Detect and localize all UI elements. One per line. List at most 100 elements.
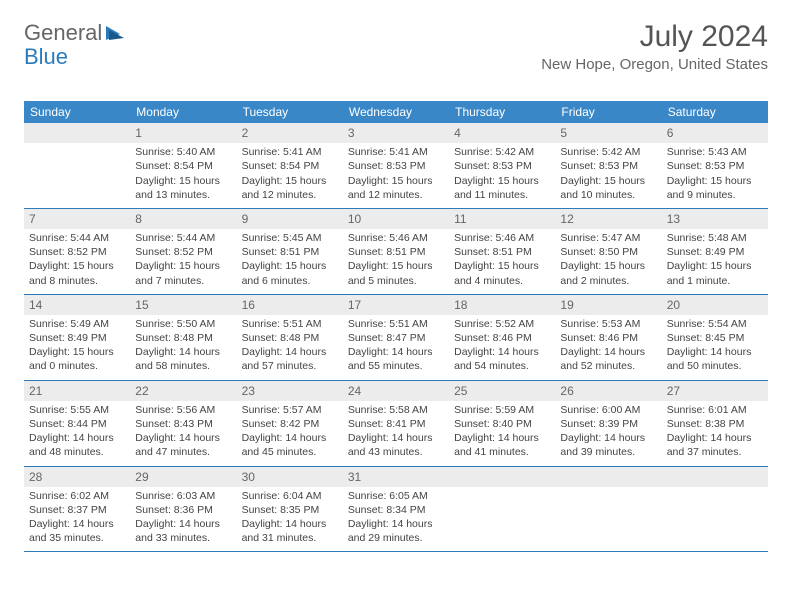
day-number: 27 (662, 381, 768, 401)
day-cell: 17 Sunrise: 5:51 AMSunset: 8:47 PMDayligh… (343, 295, 449, 380)
sunset-line: Sunset: 8:51 PM (454, 245, 550, 259)
daylight-line: Daylight: 15 hours and 10 minutes. (560, 174, 656, 202)
day-number: 6 (662, 123, 768, 143)
daylight-line: Daylight: 14 hours and 48 minutes. (29, 431, 125, 459)
day-cell: 13Sunrise: 5:48 AMSunset: 8:49 PMDayligh… (662, 209, 768, 294)
day-number: 12 (555, 209, 661, 229)
day-number: 29 (130, 467, 236, 487)
sunset-line: Sunset: 8:36 PM (135, 503, 231, 517)
daylight-line: Daylight: 15 hours and 5 minutes. (348, 259, 444, 287)
sunset-line: Sunset: 8:50 PM (560, 245, 656, 259)
day-cell: 11Sunrise: 5:46 AMSunset: 8:51 PMDayligh… (449, 209, 555, 294)
logo-flag-icon (106, 20, 126, 46)
sunset-line: Sunset: 8:51 PM (242, 245, 338, 259)
sunset-line: Sunset: 8:53 PM (560, 159, 656, 173)
daylight-line: Daylight: 14 hours and 29 minutes. (348, 517, 444, 545)
sunrise-line: Sunrise: 6:04 AM (242, 489, 338, 503)
day-number: 3 (343, 123, 449, 143)
daylight-line: Daylight: 14 hours and 50 minutes. (667, 345, 763, 373)
day-number: 7 (24, 209, 130, 229)
day-number: 28 (24, 467, 130, 487)
day-cell: 5 Sunrise: 5:42 AMSunset: 8:53 PMDaylight… (555, 123, 661, 208)
sunset-line: Sunset: 8:54 PM (242, 159, 338, 173)
day-number: 25 (449, 381, 555, 401)
logo-text-general: General (24, 20, 102, 46)
daylight-line: Daylight: 15 hours and 13 minutes. (135, 174, 231, 202)
sunset-line: Sunset: 8:48 PM (135, 331, 231, 345)
daylight-line: Daylight: 15 hours and 1 minute. (667, 259, 763, 287)
sunset-line: Sunset: 8:49 PM (29, 331, 125, 345)
daylight-line: Daylight: 14 hours and 54 minutes. (454, 345, 550, 373)
day-number-empty (24, 123, 130, 143)
sunset-line: Sunset: 8:35 PM (242, 503, 338, 517)
day-number: 17 (343, 295, 449, 315)
sunrise-line: Sunrise: 5:49 AM (29, 317, 125, 331)
week-row: 1Sunrise: 5:40 AMSunset: 8:54 PMDaylight… (24, 123, 768, 209)
location-text: New Hope, Oregon, United States (541, 56, 768, 73)
day-number: 13 (662, 209, 768, 229)
day-number: 26 (555, 381, 661, 401)
day-cell: 10 Sunrise: 5:46 AMSunset: 8:51 PMDayligh… (343, 209, 449, 294)
sunrise-line: Sunrise: 5:56 AM (135, 403, 231, 417)
day-number: 5 (555, 123, 661, 143)
sunrise-line: Sunrise: 5:53 AM (560, 317, 656, 331)
day-cell: 20Sunrise: 5:54 AMSunset: 8:45 PMDayligh… (662, 295, 768, 380)
sunset-line: Sunset: 8:46 PM (454, 331, 550, 345)
day-cell: 31 Sunrise: 6:05 AMSunset: 8:34 PMDayligh… (343, 467, 449, 552)
day-cell: 12Sunrise: 5:47 AMSunset: 8:50 PMDayligh… (555, 209, 661, 294)
day-cell: 29Sunrise: 6:03 AMSunset: 8:36 PMDayligh… (130, 467, 236, 552)
sunrise-line: Sunrise: 5:46 AM (348, 231, 444, 245)
daylight-line: Daylight: 14 hours and 41 minutes. (454, 431, 550, 459)
week-row: 28Sunrise: 6:02 AMSunset: 8:37 PMDayligh… (24, 467, 768, 553)
sunset-line: Sunset: 8:53 PM (348, 159, 444, 173)
sunrise-line: Sunrise: 5:44 AM (135, 231, 231, 245)
day-number: 1 (130, 123, 236, 143)
day-number: 15 (130, 295, 236, 315)
day-number: 4 (449, 123, 555, 143)
day-cell: 1Sunrise: 5:40 AMSunset: 8:54 PMDaylight… (130, 123, 236, 208)
sunset-line: Sunset: 8:53 PM (667, 159, 763, 173)
day-cell: 27Sunrise: 6:01 AMSunset: 8:38 PMDayligh… (662, 381, 768, 466)
sunrise-line: Sunrise: 5:52 AM (454, 317, 550, 331)
sunrise-line: Sunrise: 5:54 AM (667, 317, 763, 331)
day-cell: 3Sunrise: 5:41 AMSunset: 8:53 PMDaylight… (343, 123, 449, 208)
sunrise-line: Sunrise: 6:00 AM (560, 403, 656, 417)
sunset-line: Sunset: 8:41 PM (348, 417, 444, 431)
day-cell: 30Sunrise: 6:04 AMSunset: 8:35 PMDayligh… (237, 467, 343, 552)
day-cell (449, 467, 555, 552)
daylight-line: Daylight: 15 hours and 7 minutes. (135, 259, 231, 287)
sunset-line: Sunset: 8:40 PM (454, 417, 550, 431)
day-number: 2 (237, 123, 343, 143)
title-block: July 2024 New Hope, Oregon, United State… (541, 20, 768, 73)
daylight-line: Daylight: 15 hours and 2 minutes. (560, 259, 656, 287)
daylight-line: Daylight: 15 hours and 9 minutes. (667, 174, 763, 202)
daylight-line: Daylight: 14 hours and 55 minutes. (348, 345, 444, 373)
sunset-line: Sunset: 8:34 PM (348, 503, 444, 517)
weekday-header: Thursday (449, 101, 555, 123)
day-cell: 26Sunrise: 6:00 AMSunset: 8:39 PMDayligh… (555, 381, 661, 466)
sunrise-line: Sunrise: 5:50 AM (135, 317, 231, 331)
sunrise-line: Sunrise: 6:05 AM (348, 489, 444, 503)
sunset-line: Sunset: 8:51 PM (348, 245, 444, 259)
sunset-line: Sunset: 8:53 PM (454, 159, 550, 173)
sunrise-line: Sunrise: 5:46 AM (454, 231, 550, 245)
weeks-container: 1Sunrise: 5:40 AMSunset: 8:54 PMDaylight… (24, 123, 768, 552)
sunrise-line: Sunrise: 5:42 AM (454, 145, 550, 159)
daylight-line: Daylight: 15 hours and 12 minutes. (348, 174, 444, 202)
day-cell: 16Sunrise: 5:51 AMSunset: 8:48 PMDayligh… (237, 295, 343, 380)
day-number: 31 (343, 467, 449, 487)
day-cell: 22Sunrise: 5:56 AMSunset: 8:43 PMDayligh… (130, 381, 236, 466)
day-number: 23 (237, 381, 343, 401)
weekday-header: Monday (130, 101, 236, 123)
day-number: 9 (237, 209, 343, 229)
sunset-line: Sunset: 8:39 PM (560, 417, 656, 431)
sunset-line: Sunset: 8:47 PM (348, 331, 444, 345)
sunrise-line: Sunrise: 5:51 AM (348, 317, 444, 331)
day-cell: 2Sunrise: 5:41 AMSunset: 8:54 PMDaylight… (237, 123, 343, 208)
sunset-line: Sunset: 8:44 PM (29, 417, 125, 431)
day-number: 10 (343, 209, 449, 229)
sunset-line: Sunset: 8:46 PM (560, 331, 656, 345)
day-cell: 15Sunrise: 5:50 AMSunset: 8:48 PMDayligh… (130, 295, 236, 380)
day-cell: 18Sunrise: 5:52 AMSunset: 8:46 PMDayligh… (449, 295, 555, 380)
sunrise-line: Sunrise: 5:42 AM (560, 145, 656, 159)
